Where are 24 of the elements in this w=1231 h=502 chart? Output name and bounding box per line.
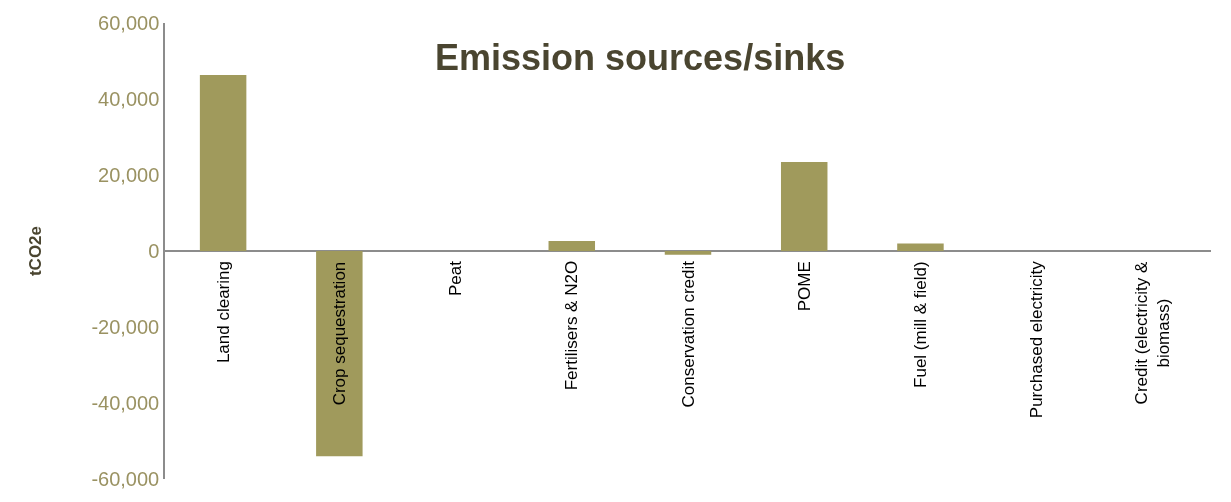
y-tick-label: -60,000 bbox=[91, 468, 160, 490]
y-tick-label: 40,000 bbox=[98, 88, 160, 110]
x-tick-label: Credit (electricity & biomass) bbox=[1132, 261, 1174, 405]
y-tick-label: -20,000 bbox=[91, 316, 160, 338]
x-tick-label: Crop sequestration bbox=[330, 261, 350, 406]
x-tick-label: POME bbox=[795, 261, 815, 312]
bar bbox=[316, 251, 363, 457]
x-tick-label: Peat bbox=[446, 260, 466, 297]
bar bbox=[199, 75, 247, 251]
chart-title: Emission sources/sinks bbox=[435, 37, 846, 79]
x-tick-label: Land clearing bbox=[214, 261, 234, 364]
y-tick-label: 0 bbox=[148, 240, 160, 262]
x-tick-label: Fertilisers & N2O bbox=[562, 260, 582, 391]
y-tick-label: 60,000 bbox=[98, 12, 160, 34]
y-tick-label: -40,000 bbox=[91, 392, 160, 414]
y-tick-label: 20,000 bbox=[98, 164, 160, 186]
x-tick-label: Purchased electricity bbox=[1027, 260, 1047, 419]
x-tick-label: Conservation credit bbox=[678, 260, 698, 408]
x-tick-label: Fuel (mill & field) bbox=[910, 261, 930, 388]
bar bbox=[897, 243, 944, 251]
bar bbox=[780, 162, 828, 251]
bar bbox=[664, 251, 712, 255]
y-axis-title: tCO2e bbox=[26, 225, 46, 277]
bar bbox=[548, 241, 596, 251]
